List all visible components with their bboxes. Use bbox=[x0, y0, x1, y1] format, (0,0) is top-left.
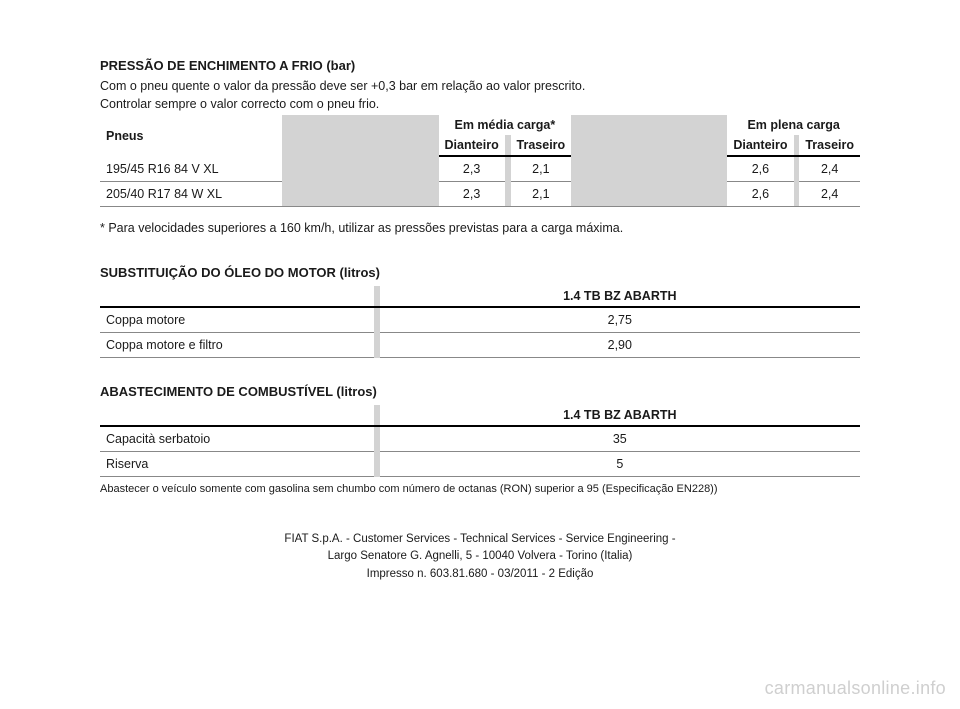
col-separator bbox=[571, 115, 727, 156]
table-row: Coppa motore 2,75 bbox=[100, 307, 860, 333]
col-separator bbox=[571, 182, 727, 207]
table-row: Coppa motore e filtro 2,90 bbox=[100, 333, 860, 358]
th-engine: 1.4 TB BZ ABARTH bbox=[380, 286, 860, 307]
th-full-rear: Traseiro bbox=[799, 135, 860, 156]
table-row: 205/40 R17 84 W XL 2,3 2,1 2,6 2,4 bbox=[100, 182, 860, 207]
fuel-note: Abastecer o veículo somente com gasolina… bbox=[100, 483, 860, 495]
cell-val: 2,4 bbox=[799, 182, 860, 207]
cell-label: Coppa motore bbox=[100, 307, 374, 333]
imprint-line: Impresso n. 603.81.680 - 03/2011 - 2 Edi… bbox=[100, 566, 860, 583]
cell-label: Coppa motore e filtro bbox=[100, 333, 374, 358]
th-full-load: Em plena carga bbox=[727, 115, 860, 135]
table-row: 195/45 R16 84 V XL 2,3 2,1 2,6 2,4 bbox=[100, 156, 860, 182]
th-mid-load: Em média carga* bbox=[439, 115, 572, 135]
th-engine: 1.4 TB BZ ABARTH bbox=[380, 405, 860, 426]
col-separator bbox=[282, 182, 438, 207]
pressure-para-1: Com o pneu quente o valor da pressão dev… bbox=[100, 79, 860, 93]
cell-val: 2,90 bbox=[380, 333, 860, 358]
table-row: Capacità serbatoio 35 bbox=[100, 426, 860, 452]
col-separator bbox=[282, 115, 438, 156]
th-blank bbox=[100, 286, 374, 307]
cell-val: 2,3 bbox=[439, 156, 505, 182]
cell-val: 2,1 bbox=[511, 156, 572, 182]
cell-val: 2,4 bbox=[799, 156, 860, 182]
cell-label: Riserva bbox=[100, 452, 374, 477]
oil-title: SUBSTITUIÇÃO DO ÓLEO DO MOTOR (litros) bbox=[100, 265, 860, 280]
th-mid-rear: Traseiro bbox=[511, 135, 572, 156]
col-separator bbox=[282, 156, 438, 182]
pressure-para-2: Controlar sempre o valor correcto com o … bbox=[100, 97, 860, 111]
th-blank bbox=[100, 405, 374, 426]
th-tyres: Pneus bbox=[100, 115, 282, 156]
imprint-line: Largo Senatore G. Agnelli, 5 - 10040 Vol… bbox=[100, 548, 860, 565]
cell-val: 2,75 bbox=[380, 307, 860, 333]
pressure-table: Pneus Em média carga* Em plena carga Dia… bbox=[100, 115, 860, 207]
oil-table: 1.4 TB BZ ABARTH Coppa motore 2,75 Coppa… bbox=[100, 286, 860, 358]
cell-val: 2,6 bbox=[727, 156, 793, 182]
pressure-title: PRESSÃO DE ENCHIMENTO A FRIO (bar) bbox=[100, 58, 860, 73]
cell-val: 2,1 bbox=[511, 182, 572, 207]
th-full-front: Dianteiro bbox=[727, 135, 793, 156]
table-row: Riserva 5 bbox=[100, 452, 860, 477]
imprint-line: FIAT S.p.A. - Customer Services - Techni… bbox=[100, 531, 860, 548]
fuel-table: 1.4 TB BZ ABARTH Capacità serbatoio 35 R… bbox=[100, 405, 860, 477]
cell-label: Capacità serbatoio bbox=[100, 426, 374, 452]
watermark: carmanualsonline.info bbox=[765, 678, 946, 699]
cell-val: 2,6 bbox=[727, 182, 793, 207]
cell-val: 35 bbox=[380, 426, 860, 452]
cell-tyre: 205/40 R17 84 W XL bbox=[100, 182, 282, 207]
imprint: FIAT S.p.A. - Customer Services - Techni… bbox=[100, 531, 860, 583]
cell-val: 5 bbox=[380, 452, 860, 477]
pressure-note: * Para velocidades superiores a 160 km/h… bbox=[100, 221, 860, 235]
th-mid-front: Dianteiro bbox=[439, 135, 505, 156]
cell-val: 2,3 bbox=[439, 182, 505, 207]
col-separator bbox=[571, 156, 727, 182]
cell-tyre: 195/45 R16 84 V XL bbox=[100, 156, 282, 182]
fuel-title: ABASTECIMENTO DE COMBUSTÍVEL (litros) bbox=[100, 384, 860, 399]
